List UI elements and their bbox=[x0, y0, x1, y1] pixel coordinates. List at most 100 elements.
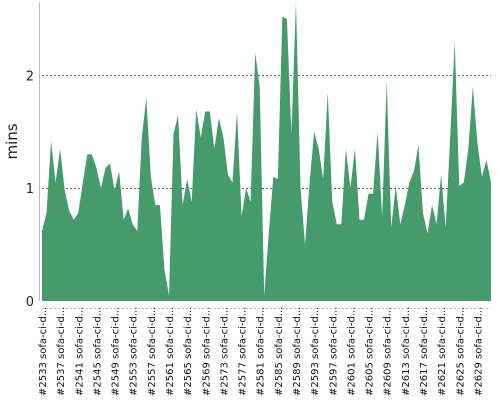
x-tick-label: #2617 sofa-ci-d... bbox=[419, 307, 430, 396]
data-point bbox=[149, 175, 152, 178]
data-point bbox=[421, 211, 424, 214]
x-tick-label: #2621 sofa-ci-d... bbox=[437, 307, 448, 396]
data-point bbox=[408, 181, 411, 184]
gridlines bbox=[42, 75, 491, 189]
data-point bbox=[113, 189, 116, 192]
data-point bbox=[462, 181, 465, 184]
y-tick-label: 1 bbox=[26, 182, 34, 197]
data-point bbox=[204, 110, 207, 113]
data-point bbox=[217, 117, 220, 120]
data-point bbox=[45, 211, 48, 214]
data-point bbox=[245, 187, 248, 190]
x-tick-label: #2629 sofa-ci-d... bbox=[473, 307, 484, 396]
data-point bbox=[240, 215, 243, 218]
x-tick-label: #2581 sofa-ci-d... bbox=[256, 307, 267, 396]
data-point bbox=[50, 139, 53, 142]
data-point bbox=[317, 147, 320, 150]
data-point bbox=[290, 133, 293, 136]
data-point bbox=[417, 144, 420, 147]
data-point bbox=[358, 218, 361, 221]
x-tick-label: #2609 sofa-ci-d... bbox=[383, 307, 394, 396]
x-tick-label: #2545 sofa-ci-d... bbox=[92, 307, 103, 396]
data-point bbox=[90, 153, 93, 156]
data-point bbox=[145, 96, 148, 99]
data-point bbox=[403, 204, 406, 207]
data-point bbox=[140, 136, 143, 139]
data-point bbox=[367, 192, 370, 195]
axes bbox=[39, 2, 491, 309]
data-point bbox=[449, 136, 452, 139]
data-point bbox=[86, 153, 89, 156]
x-tick-label: #2557 sofa-ci-d... bbox=[147, 307, 158, 396]
data-point bbox=[131, 223, 134, 226]
data-point bbox=[59, 147, 62, 150]
data-point bbox=[68, 209, 71, 212]
x-tick-label: #2553 sofa-ci-d... bbox=[129, 307, 140, 396]
data-point bbox=[431, 204, 434, 207]
data-point bbox=[195, 108, 198, 111]
data-point bbox=[453, 40, 456, 43]
data-point bbox=[72, 218, 75, 221]
data-point bbox=[349, 187, 352, 190]
data-point bbox=[480, 175, 483, 178]
x-tick-label: #2597 sofa-ci-d... bbox=[328, 307, 339, 396]
data-point bbox=[181, 204, 184, 207]
data-point bbox=[281, 15, 284, 18]
data-point bbox=[299, 187, 302, 190]
x-tick-label: #2613 sofa-ci-d... bbox=[401, 307, 412, 396]
data-point bbox=[394, 184, 397, 187]
x-tick-label: #2549 sofa-ci-d... bbox=[111, 307, 122, 396]
data-point bbox=[258, 85, 261, 88]
data-point bbox=[353, 147, 356, 150]
x-tick-label: #2585 sofa-ci-d... bbox=[274, 307, 285, 396]
data-point bbox=[340, 223, 343, 226]
data-point bbox=[81, 181, 84, 184]
data-point bbox=[490, 181, 493, 184]
data-point bbox=[385, 79, 388, 82]
data-point bbox=[412, 170, 415, 173]
data-point bbox=[476, 142, 479, 145]
x-tick-label: #2565 sofa-ci-d... bbox=[183, 307, 194, 396]
data-point bbox=[199, 136, 202, 139]
x-tick-label: #2589 sofa-ci-d... bbox=[292, 307, 303, 396]
data-point bbox=[222, 136, 225, 139]
x-tick-label: #2561 sofa-ci-d... bbox=[165, 307, 176, 396]
x-tick-labels: #2533 sofa-ci-d... #2537 sofa-ci-d... #254… bbox=[38, 307, 484, 396]
data-point bbox=[458, 184, 461, 187]
y-axis-title: mins bbox=[3, 123, 21, 159]
x-tick-label: #2541 sofa-ci-d... bbox=[74, 307, 85, 396]
data-point bbox=[390, 226, 393, 229]
data-point bbox=[435, 223, 438, 226]
x-tick-label: #2601 sofa-ci-d... bbox=[346, 307, 357, 396]
data-point bbox=[213, 147, 216, 150]
data-point bbox=[95, 166, 98, 169]
x-tick-label: #2537 sofa-ci-d... bbox=[56, 307, 67, 396]
data-point bbox=[136, 230, 139, 233]
data-point bbox=[313, 130, 316, 133]
data-point bbox=[231, 181, 234, 184]
data-point bbox=[190, 200, 193, 203]
data-point bbox=[172, 133, 175, 136]
data-point bbox=[372, 192, 375, 195]
data-point bbox=[54, 181, 57, 184]
data-point bbox=[376, 130, 379, 133]
data-point bbox=[109, 162, 112, 165]
data-point bbox=[118, 170, 121, 173]
data-point bbox=[186, 178, 189, 181]
data-point bbox=[254, 51, 257, 54]
data-point bbox=[208, 110, 211, 113]
data-point bbox=[236, 110, 239, 113]
x-tick-label: #2577 sofa-ci-d... bbox=[238, 307, 249, 396]
data-point bbox=[104, 166, 107, 169]
data-point bbox=[167, 294, 170, 297]
x-tick-label: #2625 sofa-ci-d... bbox=[455, 307, 466, 396]
data-point bbox=[322, 178, 325, 181]
data-point bbox=[285, 17, 288, 20]
area-fill bbox=[42, 2, 491, 301]
x-tick-label: #2573 sofa-ci-d... bbox=[219, 307, 230, 396]
data-point bbox=[381, 215, 384, 218]
data-point bbox=[326, 91, 329, 94]
data-point bbox=[127, 207, 130, 210]
